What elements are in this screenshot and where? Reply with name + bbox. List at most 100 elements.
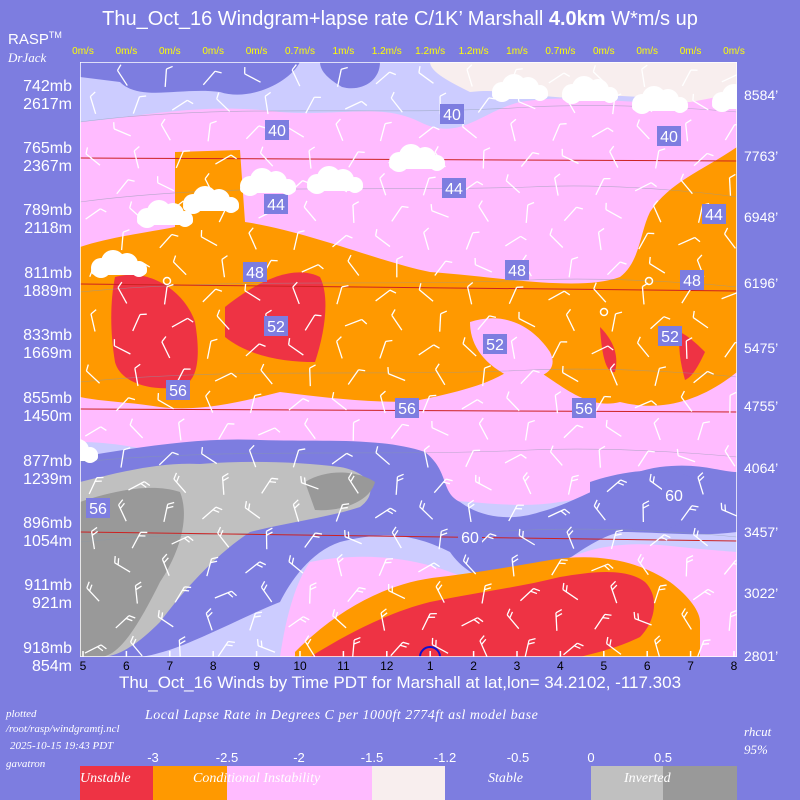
wind-barb <box>423 445 430 468</box>
legend-value: -1.2 <box>433 750 457 765</box>
wind-barb <box>591 563 614 572</box>
wind-barb <box>379 339 393 359</box>
pressure-level: 911mb <box>24 577 72 594</box>
region-unstable-3 <box>600 327 617 373</box>
wind-barb <box>85 147 101 166</box>
legend-swatch <box>80 766 153 800</box>
thermal-top-marker <box>162 276 172 286</box>
footer-plotted: plotted <box>6 708 37 720</box>
x-axis-title: Thu_Oct_16 Winds by Time PDT for Marshal… <box>118 673 682 692</box>
wind-barb <box>391 205 409 222</box>
left-axis-label: 789mb 2118m <box>2 202 72 238</box>
wind-barb <box>89 91 97 114</box>
wind-barb <box>431 637 449 654</box>
contour-label: 56 <box>86 498 110 518</box>
legend-stable: Stable <box>488 771 523 786</box>
legend-swatch <box>591 766 663 800</box>
wind-barb <box>158 451 179 466</box>
wind-barb <box>347 586 366 603</box>
wind-barb <box>115 615 136 629</box>
legend-inverted: Inverted <box>624 771 671 786</box>
wind-barb <box>461 399 484 410</box>
svg-text:56: 56 <box>575 401 593 418</box>
x-tick-label: 5 <box>600 659 608 673</box>
x-tick-label: 7 <box>166 659 174 673</box>
contour-label: 48 <box>505 260 529 280</box>
wind-barb <box>511 554 519 577</box>
vertical-velocity-label: 0.7m/s <box>284 46 315 57</box>
wind-barb <box>120 229 130 251</box>
svg-text:44: 44 <box>705 207 723 224</box>
legend-swatch <box>227 766 372 800</box>
wind-barb <box>332 234 353 248</box>
wind-barb <box>174 586 192 603</box>
wind-barb <box>565 308 575 332</box>
wind-barb <box>132 313 147 332</box>
brand-tm: TM <box>48 30 62 40</box>
wind-barb <box>161 336 171 359</box>
wind-barb <box>336 285 349 305</box>
contour-labels: 40 40 40 44 44 44 48 48 48 52 52 52 56 56 56 56 60 60 <box>86 104 726 547</box>
right-axis-label: 3022’ <box>744 585 779 601</box>
wind-barb <box>116 179 135 195</box>
footer-date: 2025-10-15 19:43 PDT <box>10 740 114 752</box>
svg-text:52: 52 <box>661 329 679 346</box>
wind-barb <box>264 91 272 115</box>
wind-barb <box>347 369 366 385</box>
cloud-icon <box>137 200 193 228</box>
wind-barb <box>309 364 316 387</box>
wind-barb <box>256 639 276 653</box>
wind-barb <box>288 398 310 411</box>
wind-barb <box>387 583 406 600</box>
contour-label: 52 <box>483 334 507 354</box>
wind-barb <box>518 311 536 328</box>
legend-swatch <box>153 766 227 800</box>
wind-barb <box>696 639 711 657</box>
wind-barb <box>163 501 175 522</box>
wind-barb <box>692 588 715 601</box>
rasp-brand: RASPTM <box>8 30 62 48</box>
contour-label: 40 <box>440 104 464 124</box>
wind-barb <box>205 608 213 631</box>
region-unstable-1 <box>111 274 198 389</box>
region-unstable-4 <box>679 332 705 380</box>
x-tick-label: 10 <box>293 659 307 673</box>
wind-barb <box>563 424 584 439</box>
wind-barb <box>728 173 736 196</box>
x-tick-label: 6 <box>123 659 130 673</box>
wind-barb <box>201 447 218 465</box>
wind-barb <box>304 417 316 440</box>
cloud-icon <box>562 76 618 104</box>
wind-barb <box>636 119 650 140</box>
x-tick-label: 4 <box>557 659 564 673</box>
wind-barb <box>524 419 535 441</box>
wind-barb <box>217 640 235 657</box>
altitude-meters: 1450m <box>23 408 72 425</box>
wind-barb <box>552 123 567 141</box>
wind-barb <box>482 365 492 387</box>
wind-barb <box>605 636 622 655</box>
wind-barb <box>637 450 655 467</box>
legend-value: 0 <box>587 750 595 765</box>
wind-barb <box>505 235 527 247</box>
wind-barb <box>85 364 101 384</box>
wind-barb <box>465 449 481 468</box>
wind-barb <box>418 283 434 302</box>
wind-barb <box>522 472 532 495</box>
wind-barb <box>352 201 360 223</box>
wind-barb <box>594 395 612 413</box>
title-units: W*m/s up <box>611 8 698 30</box>
cloud-icon <box>712 84 737 112</box>
wind-barb <box>481 583 492 604</box>
svg-text:48: 48 <box>246 265 264 282</box>
wind-barb <box>692 527 709 547</box>
svg-text:52: 52 <box>267 319 285 336</box>
wind-barb <box>461 617 484 627</box>
wind-barb <box>379 173 387 196</box>
wind-barb <box>380 608 388 631</box>
wind-barb <box>129 418 144 439</box>
wind-barb <box>466 281 474 305</box>
vertical-velocity-label: 0.7m/s <box>545 46 576 57</box>
x-tick-marks <box>82 651 735 657</box>
legend-swatch <box>663 766 737 800</box>
